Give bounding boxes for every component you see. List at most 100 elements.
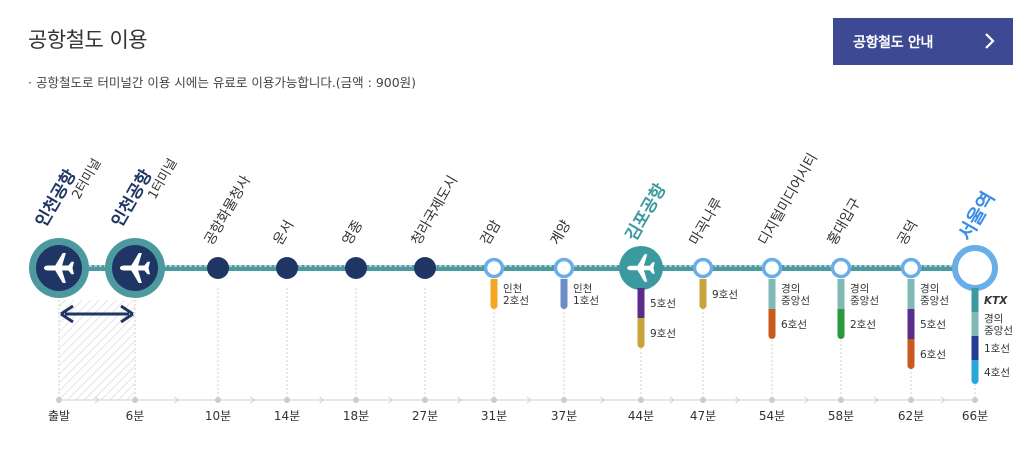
station-dmc-transfer-bar-0	[768, 279, 776, 309]
station-gongdeok-name: 공덕	[895, 218, 922, 248]
station-cargo-time: 10분	[205, 409, 231, 423]
station-dmc-marker	[761, 257, 783, 279]
station-gongdeok-transfer-bar-0	[907, 279, 915, 309]
station-gongdeok-time: 62분	[898, 409, 924, 423]
station-gimpo-transfer-bar-cap-1	[637, 318, 645, 344]
axis-chevron-icon	[669, 396, 675, 404]
axis-chevron-icon	[804, 396, 810, 404]
station-yeongjong-name: 영종	[340, 218, 367, 248]
axis-chevron-icon	[388, 396, 394, 404]
station-cheongna-axis-dot	[422, 397, 428, 403]
station-geomam-transfer-bar-cap-0	[490, 279, 498, 305]
station-gyeyang-transfer-bar-cap-0	[560, 279, 568, 305]
station-magok-time: 47분	[690, 409, 716, 423]
station-geomam-axis-dot	[491, 397, 497, 403]
station-dmc-transfer-bar-cap-1	[768, 309, 776, 335]
station-dmc-transfer-label-1-0: 6호선	[781, 319, 807, 331]
station-geomam-marker	[483, 257, 505, 279]
airplane-icon	[627, 254, 655, 282]
station-gyeyang-marker	[553, 257, 575, 279]
station-unseo-axis-dot	[284, 397, 290, 403]
station-hongdae-axis-dot	[838, 397, 844, 403]
station-dmc-time: 54분	[759, 409, 785, 423]
station-gyeyang-name: 계양	[548, 218, 575, 248]
station-unseo-time: 14분	[274, 409, 300, 423]
station-gyeyang-transfer-label-0-1: 1호선	[573, 295, 599, 307]
station-geomam-transfer-label-0-1: 2호선	[503, 295, 529, 307]
station-hongdae-marker	[830, 257, 852, 279]
station-cheongna-time: 27분	[412, 409, 438, 423]
station-t2-axis-dot	[56, 397, 62, 403]
station-hongdae-transfer-label-0-0: 경의	[850, 282, 869, 295]
station-hongdae-transfer-label-1-0: 2호선	[850, 319, 876, 331]
airplane-icon	[44, 253, 74, 283]
station-yeongjong-time: 18분	[343, 409, 369, 423]
station-cargo-marker	[207, 257, 229, 279]
station-seoul-name: 서울역	[954, 188, 999, 244]
axis-chevron-icon	[94, 396, 100, 404]
station-gongdeok-transfer-label-1-0: 5호선	[920, 319, 946, 331]
station-gimpo-transfer-label-1-0: 9호선	[650, 328, 676, 340]
station-t1-axis-dot	[132, 397, 138, 403]
station-magok-name: 마곡나루	[687, 195, 727, 248]
guide-button-label: 공항철도 안내	[853, 34, 934, 51]
station-cheongna-marker	[414, 257, 436, 279]
station-gimpo-transfer-label-0-0: 5호선	[650, 298, 676, 310]
station-magok-transfer-bar-cap-0	[699, 279, 707, 305]
station-t2-name: 인천공항	[31, 166, 81, 231]
page-title: 공항철도 이용	[28, 28, 148, 52]
station-cargo-name: 공항화물청사	[202, 173, 255, 248]
station-seoul-transfer-label-0: KTX	[984, 295, 1008, 307]
station-seoul-transfer-bar-1	[971, 312, 979, 336]
station-hongdae-transfer-bar-0	[837, 279, 845, 309]
station-gimpo-transfer-bar-0	[637, 288, 645, 318]
terminal-transfer-area	[59, 300, 135, 400]
station-gongdeok-transfer-label-0-1: 중앙선	[920, 295, 949, 307]
station-unseo-marker	[276, 257, 298, 279]
station-gongdeok-marker	[900, 257, 922, 279]
station-yeongjong-marker	[345, 257, 367, 279]
axis-chevron-icon	[319, 396, 325, 404]
station-seoul-axis-dot	[972, 397, 978, 403]
station-yeongjong-axis-dot	[353, 397, 359, 403]
station-gyeyang-axis-dot	[561, 397, 567, 403]
station-t1-name: 인천공항	[107, 166, 157, 231]
station-hongdae-time: 58분	[828, 409, 854, 423]
station-cargo-axis-dot	[215, 397, 221, 403]
station-geomam-time: 31분	[481, 409, 507, 423]
station-gimpo-time: 44분	[628, 409, 654, 423]
airplane-icon	[120, 253, 150, 283]
station-dmc-transfer-label-0-0: 경의	[781, 282, 800, 295]
station-magok-marker	[692, 257, 714, 279]
station-unseo-name: 운서	[271, 218, 298, 248]
station-gyeyang-time: 37분	[551, 409, 577, 423]
station-gongdeok-transfer-label-0-0: 경의	[920, 282, 939, 295]
station-gimpo-name: 김포공항	[621, 180, 671, 245]
station-gimpo-axis-dot	[638, 397, 644, 403]
station-seoul-transfer-label-1-1: 중앙선	[984, 325, 1013, 337]
station-t2-time: 출발	[48, 409, 70, 423]
axis-chevron-icon	[940, 396, 946, 404]
station-cheongna-name: 청라국제도시	[409, 173, 461, 248]
station-magok-transfer-label-0-0: 9호선	[712, 289, 738, 301]
station-seoul-transfer-label-2-0: 1호선	[984, 343, 1010, 355]
station-t1-time: 6분	[126, 409, 145, 423]
station-seoul-transfer-bar-0	[971, 288, 979, 312]
airport-railroad-guide-button[interactable]: 공항철도 안내	[833, 18, 1013, 65]
station-geomam-transfer-label-0-0: 인천	[503, 283, 522, 295]
station-dmc-transfer-label-0-1: 중앙선	[781, 295, 810, 307]
axis-chevron-icon	[526, 396, 532, 404]
station-seoul-marker	[952, 245, 998, 291]
station-gongdeok-transfer-label-2-0: 6호선	[920, 349, 946, 361]
station-seoul-transfer-bar-2	[971, 336, 979, 360]
station-hongdae-transfer-label-0-1: 중앙선	[850, 295, 879, 307]
station-seoul-transfer-label-1-0: 경의	[984, 312, 1003, 325]
station-hongdae-name: 홍대입구	[825, 195, 865, 248]
arrow-left-icon	[60, 304, 74, 324]
station-gongdeok-axis-dot	[908, 397, 914, 403]
axis-chevron-icon	[735, 396, 741, 404]
fare-note: · 공항철도로 터미널간 이용 시에는 유료로 이용가능합니다.(금액 : 90…	[28, 75, 417, 90]
axis-chevron-icon	[250, 396, 256, 404]
axis-chevron-icon	[174, 396, 180, 404]
